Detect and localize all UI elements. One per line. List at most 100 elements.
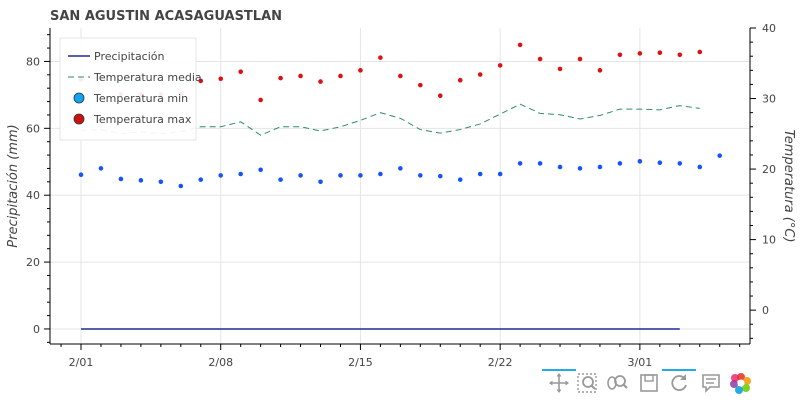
temperature-max-point (457, 77, 463, 83)
temperature-max-point (537, 56, 543, 62)
temperature-min-point (597, 164, 603, 170)
y-tick-label: 40 (26, 189, 40, 202)
temperature-max-point (238, 69, 243, 75)
temperature-max-point (338, 73, 343, 79)
temperature-min-point (98, 166, 104, 171)
temperature-min-point (537, 161, 543, 166)
y-tick-label: 80 (26, 55, 40, 68)
temperature-min-point (717, 153, 723, 158)
hover-tool[interactable] (700, 372, 722, 394)
temperature-min-point (457, 177, 463, 182)
bokeh-logo[interactable] (730, 372, 752, 394)
pan-tool[interactable] (542, 369, 576, 394)
temperature-max-point (418, 82, 423, 88)
wheel-zoom-icon (607, 375, 628, 390)
temperature-min-point (298, 173, 303, 178)
temperature-min-point (517, 161, 523, 166)
x-tick-label: 2/08 (208, 356, 233, 369)
box-zoom-icon (577, 373, 597, 393)
temperature-max-point (378, 55, 383, 60)
x-tick-label: 2/15 (348, 356, 373, 369)
y-tick-label: 60 (26, 122, 40, 135)
y2-tick-label: 40 (762, 22, 776, 35)
temperature-max-point (617, 52, 623, 58)
legend-label: Temperatura max (93, 113, 192, 126)
hover-icon (702, 374, 720, 393)
temperature-min-point (118, 176, 124, 182)
legend-label: Temperatura min (93, 92, 188, 105)
legend-swatch-temperature-max (73, 113, 85, 125)
temperature-min-point (338, 173, 343, 178)
temperature-min-point (477, 171, 483, 177)
temperature-min-point (178, 183, 184, 189)
temperature-min-point (398, 166, 403, 171)
axes: 0 20 40 60 80 0 10 20 30 40 2/01 2/08 2/15 2/22 3/01 (26, 22, 776, 369)
temperature-min-point (378, 171, 383, 177)
chart-title: SAN AGUSTIN ACASAGUASTLAN (50, 9, 282, 24)
x-tick-label: 3/01 (628, 356, 653, 369)
legend[interactable]: Precipitación Temperatura media Temperatur… (59, 37, 202, 141)
temperature-min-point (497, 171, 503, 177)
temperature-max-point (198, 78, 204, 84)
temperature-min-point (218, 173, 224, 178)
temperature-min-point (198, 177, 204, 182)
temperature-min-point (637, 159, 643, 164)
temperature-max-point (298, 73, 303, 79)
toolbar (540, 368, 760, 398)
temperature-min-point (158, 179, 164, 185)
temperature-max-point (437, 93, 443, 99)
bokeh-logo-icon (730, 373, 751, 394)
y2-tick-label: 30 (762, 93, 776, 106)
temperature-max-point (657, 50, 663, 55)
y2-axis-label: Temperatura (°C) (781, 129, 796, 242)
reset-tool[interactable] (662, 369, 696, 394)
temperature-max-point (218, 76, 224, 82)
x-tick-label: 2/01 (69, 356, 94, 369)
temperature-max-point (477, 72, 483, 77)
legend-label: Temperatura media (93, 71, 202, 84)
legend-swatch-temperature-min (73, 92, 85, 104)
reset-icon (671, 374, 687, 391)
temperature-max-point (278, 75, 283, 81)
temperature-max-point (497, 63, 503, 68)
temperature-min-point (258, 167, 263, 173)
temperature-min-point (697, 164, 703, 170)
temperature-max-point (258, 97, 263, 103)
temperature-max-point (557, 66, 563, 72)
temperature-max-point (697, 49, 703, 55)
pan-icon (549, 373, 569, 393)
y-axis-label: Precipitación (mm) (6, 124, 21, 247)
temperature-min-point (418, 173, 423, 178)
legend-label: Precipitación (94, 50, 165, 63)
temperature-max-point (318, 79, 323, 84)
temperature-min-point (358, 173, 363, 178)
temperature-min-point (677, 161, 683, 166)
temperature-min-point (437, 173, 443, 179)
temperature-min-point (78, 172, 84, 178)
x-tick-label: 2/22 (488, 356, 513, 369)
temperature-max-point (517, 42, 523, 48)
y2-tick-label: 10 (762, 234, 776, 247)
temperature-min-point (657, 160, 663, 166)
temperature-min-point (238, 171, 243, 177)
temperature-max-point (597, 68, 603, 73)
temperature-max-point (358, 68, 363, 73)
y2-tick-label: 20 (762, 163, 776, 176)
temperature-min-point (617, 161, 623, 166)
y-tick-label: 20 (26, 256, 40, 269)
temperature-max-point (577, 56, 583, 62)
y-tick-label: 0 (33, 323, 40, 336)
wheel-zoom-tool[interactable] (606, 372, 628, 394)
temperature-max-point (398, 73, 403, 79)
temperature-max-point (677, 52, 683, 58)
temperature-min-point (278, 177, 283, 182)
temperature-min-point (318, 179, 323, 185)
y2-tick-label: 0 (762, 304, 769, 317)
temperature-min-point (577, 166, 583, 171)
temperature-max-point (637, 51, 643, 56)
save-tool[interactable] (638, 372, 660, 394)
temperature-min-point (557, 164, 563, 170)
save-icon (640, 374, 658, 392)
box-zoom-tool[interactable] (576, 372, 598, 394)
